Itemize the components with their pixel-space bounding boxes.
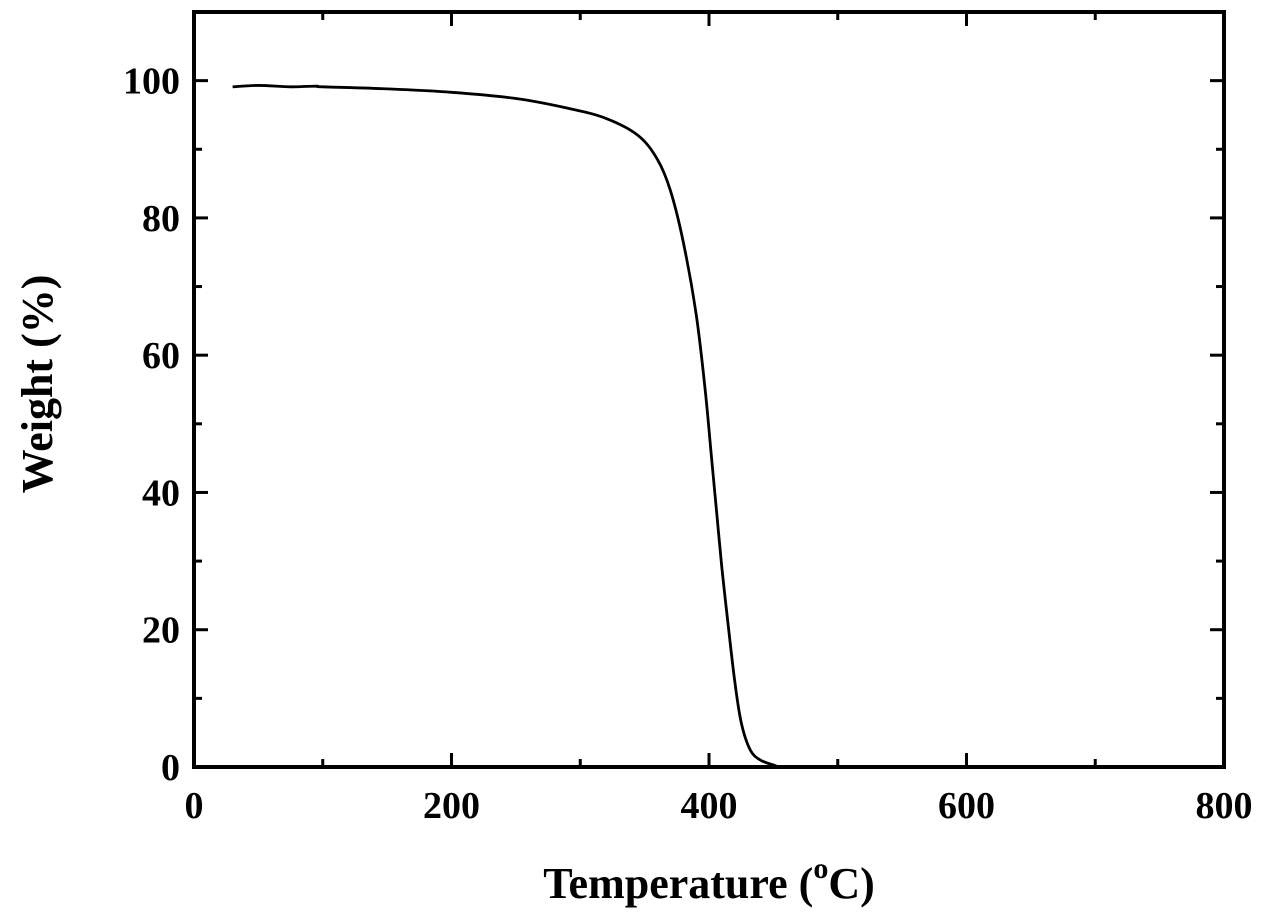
x-tick-label: 0: [185, 785, 204, 827]
y-tick-label: 0: [161, 747, 180, 789]
x-tick-label: 200: [423, 785, 480, 827]
x-tick-label: 400: [681, 785, 738, 827]
x-tick-label: 600: [938, 785, 995, 827]
y-tick-label: 20: [142, 610, 180, 652]
x-axis-label: Temperature (oC): [543, 852, 875, 908]
tick-labels: 0 200 400 600 800 0 20 40 60 80 100: [123, 61, 1253, 827]
plot-frame: [192, 10, 1226, 769]
y-tick-label: 100: [123, 61, 180, 103]
y-axis-label: Weight (%): [13, 275, 62, 494]
y-tick-label: 40: [142, 472, 180, 514]
y-tick-label: 80: [142, 198, 180, 240]
y-tick-label: 60: [142, 335, 180, 377]
weight-curve: [232, 84, 787, 769]
x-tick-label: 800: [1196, 785, 1253, 827]
axis-ticks: [192, 10, 1226, 769]
